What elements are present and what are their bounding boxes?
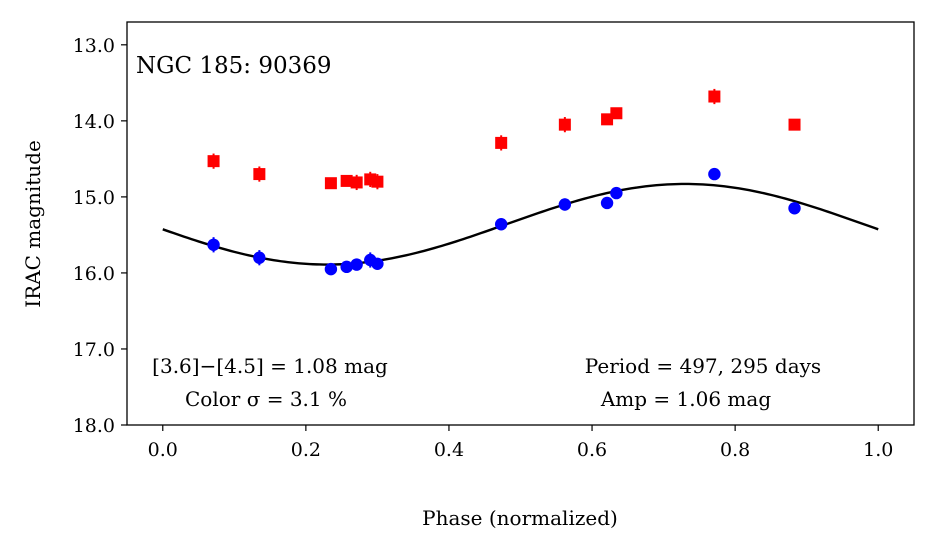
points-layer [207, 88, 801, 276]
fit-layer [162, 182, 879, 266]
data-point-4.5 [207, 155, 220, 168]
x-tick-label: 0.2 [291, 439, 321, 461]
ticks-layer: 0.0 0.2 0.4 0.6 0.8 1.0 13.0 14.0 15.0 16.0 17.0 18… [73, 35, 894, 461]
data-point-4.5 [788, 118, 801, 131]
fit-curve [162, 182, 879, 266]
plot-background [127, 22, 914, 425]
data-point-3.6 [610, 186, 623, 200]
color-annotation-line2: Color σ = 3.1 % [185, 387, 347, 411]
x-tick-label: 0.6 [577, 439, 607, 461]
data-point-4.5 [708, 90, 721, 103]
y-axis-label: IRAC magnitude [21, 140, 45, 308]
data-point-3.6 [494, 218, 508, 231]
y-tick-label: 14.0 [73, 111, 115, 133]
data-point-4.5 [324, 177, 337, 190]
data-point-3.6 [371, 257, 384, 270]
data-point-3.6 [600, 196, 614, 210]
color-annotation-line1: [3.6]−[4.5] = 1.08 mag [152, 354, 388, 378]
data-point-3.6 [788, 202, 801, 215]
data-point-3.6 [324, 262, 338, 276]
data-point-3.6 [708, 167, 721, 181]
data-point-4.5 [350, 176, 363, 189]
chart-title: NGC 185: 90369 [136, 53, 332, 79]
y-tick-label: 13.0 [73, 35, 115, 57]
y-tick-label: 16.0 [73, 263, 115, 285]
x-axis-label: Phase (normalized) [422, 506, 618, 530]
y-tick-label: 17.0 [73, 339, 115, 361]
y-tick-label: 15.0 [73, 187, 115, 209]
plot-frame [126, 21, 915, 426]
data-point-4.5 [601, 113, 614, 126]
x-tick-label: 0.8 [720, 439, 750, 461]
period-annotation-line1: Period = 497, 295 days [585, 354, 821, 378]
data-point-3.6 [350, 258, 363, 271]
data-point-4.5 [371, 175, 384, 188]
period-annotation-line2: Amp = 1.06 mag [600, 387, 771, 411]
x-tick-label: 0.4 [434, 439, 464, 461]
data-point-4.5 [558, 118, 571, 131]
y-tick-label: 18.0 [73, 415, 115, 437]
data-point-3.6 [558, 198, 572, 211]
data-point-4.5 [610, 107, 623, 120]
data-point-4.5 [340, 174, 353, 187]
data-point-4.5 [253, 168, 266, 181]
data-point-3.6 [253, 251, 266, 264]
data-point-4.5 [495, 136, 508, 149]
data-point-3.6 [340, 260, 353, 274]
x-tick-label: 1.0 [863, 439, 893, 461]
x-tick-label: 0.0 [148, 439, 178, 461]
data-point-3.6 [207, 238, 220, 251]
